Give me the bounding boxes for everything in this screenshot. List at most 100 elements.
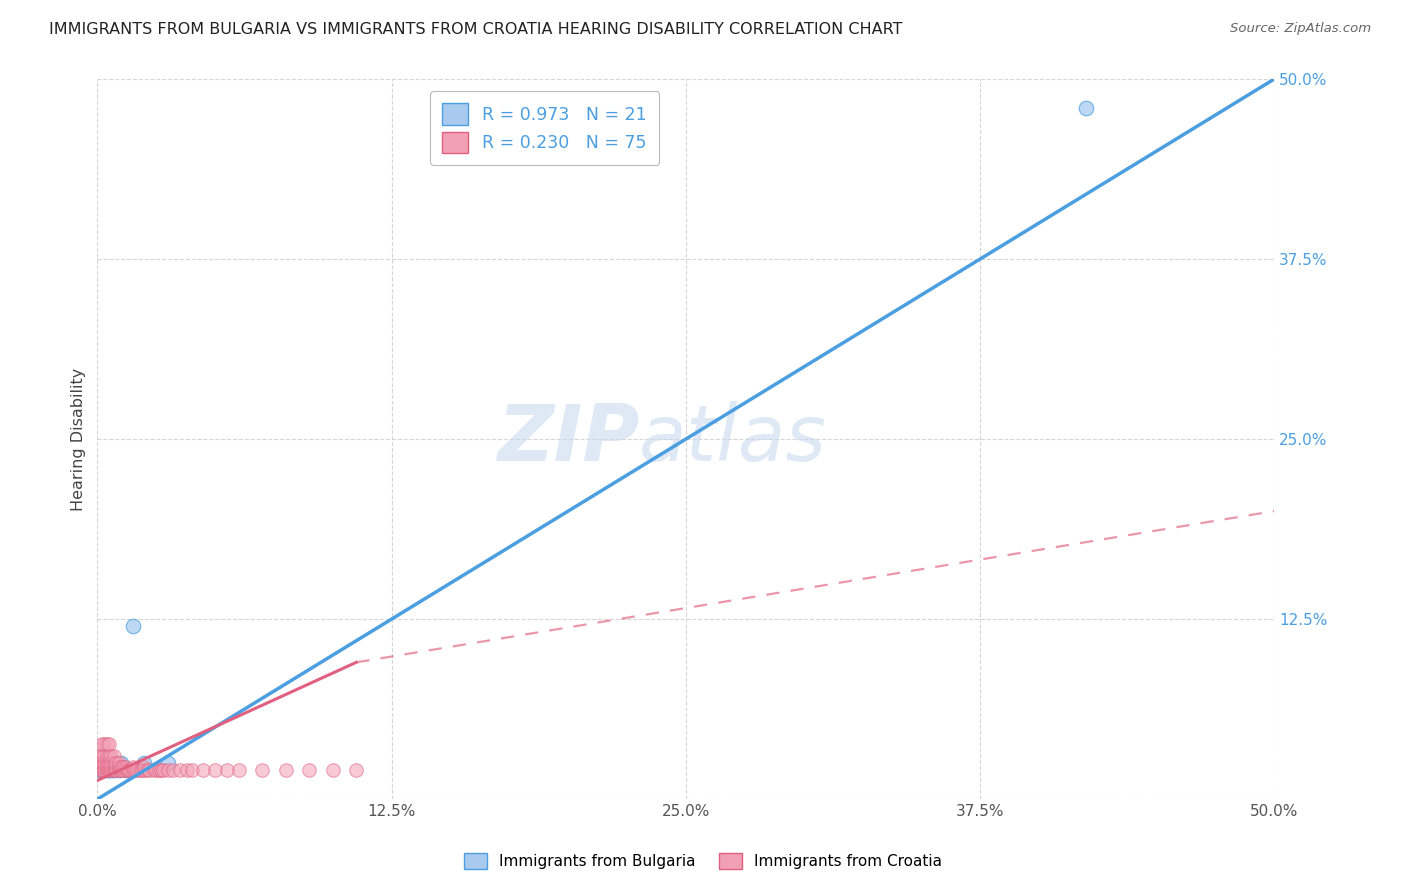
Point: [96, 756, 118, 771]
Text: ZIP: ZIP: [496, 401, 638, 477]
Point: [1074, 101, 1097, 115]
Point: [98, 764, 121, 778]
Text: Source: ZipAtlas.com: Source: ZipAtlas.com: [1230, 22, 1371, 36]
Point: [135, 764, 157, 778]
Point: [93, 764, 115, 778]
Point: [176, 764, 198, 778]
Point: [103, 760, 125, 774]
Point: [156, 764, 179, 778]
Point: [169, 764, 191, 778]
Text: atlas: atlas: [638, 401, 827, 477]
Point: [105, 760, 128, 774]
Point: [114, 760, 136, 774]
Point: [204, 764, 226, 778]
Point: [145, 764, 167, 778]
Point: [100, 764, 122, 778]
Point: [103, 764, 125, 778]
Point: [93, 760, 115, 774]
Point: [96, 756, 118, 771]
Point: [274, 764, 297, 778]
Point: [114, 764, 136, 778]
Point: [215, 764, 238, 778]
Y-axis label: Hearing Disability: Hearing Disability: [72, 368, 86, 511]
Point: [98, 764, 121, 778]
Point: [96, 764, 118, 778]
Point: [107, 764, 129, 778]
Point: [93, 756, 115, 771]
Legend: R = 0.973   N = 21, R = 0.230   N = 75: R = 0.973 N = 21, R = 0.230 N = 75: [430, 91, 659, 165]
Point: [134, 756, 156, 771]
Point: [134, 764, 156, 778]
Point: [98, 760, 121, 774]
Point: [105, 756, 128, 771]
Point: [93, 764, 115, 778]
Point: [93, 738, 115, 752]
Point: [128, 764, 150, 778]
Point: [121, 764, 143, 778]
Point: [103, 756, 125, 771]
Point: [89, 760, 111, 774]
Point: [105, 764, 128, 778]
Point: [149, 764, 172, 778]
Point: [110, 764, 132, 778]
Point: [121, 760, 143, 774]
Point: [105, 760, 128, 774]
Point: [89, 748, 111, 763]
Text: IMMIGRANTS FROM BULGARIA VS IMMIGRANTS FROM CROATIA HEARING DISABILITY CORRELATI: IMMIGRANTS FROM BULGARIA VS IMMIGRANTS F…: [49, 22, 903, 37]
Point: [344, 764, 367, 778]
Point: [124, 764, 146, 778]
Point: [91, 760, 114, 774]
Point: [96, 738, 118, 752]
Point: [89, 756, 111, 771]
Point: [112, 760, 135, 774]
Point: [250, 764, 273, 778]
Point: [131, 764, 153, 778]
Point: [96, 764, 118, 778]
Point: [134, 760, 156, 774]
Point: [91, 760, 114, 774]
Point: [96, 748, 118, 763]
Point: [91, 748, 114, 763]
Point: [193, 764, 215, 778]
Point: [107, 764, 129, 778]
Point: [162, 764, 184, 778]
Point: [93, 748, 115, 763]
Point: [107, 760, 129, 774]
Point: [103, 764, 125, 778]
Point: [110, 760, 132, 774]
Point: [93, 760, 115, 774]
Point: [100, 748, 122, 763]
Point: [98, 756, 121, 771]
Point: [110, 756, 132, 771]
Point: [91, 764, 114, 778]
Point: [91, 764, 114, 778]
Point: [127, 764, 149, 778]
Point: [228, 764, 250, 778]
Legend: Immigrants from Bulgaria, Immigrants from Croatia: Immigrants from Bulgaria, Immigrants fro…: [458, 847, 948, 875]
Point: [91, 738, 114, 752]
Point: [148, 764, 170, 778]
Point: [98, 738, 121, 752]
Point: [100, 764, 122, 778]
Point: [112, 764, 135, 778]
Point: [93, 756, 115, 771]
Point: [138, 764, 160, 778]
Point: [120, 764, 142, 778]
Point: [96, 760, 118, 774]
Point: [100, 756, 122, 771]
Point: [142, 764, 165, 778]
Point: [110, 760, 132, 774]
Point: [152, 764, 174, 778]
Point: [98, 760, 121, 774]
Point: [107, 756, 129, 771]
Point: [89, 764, 111, 778]
Point: [103, 748, 125, 763]
Point: [121, 619, 143, 633]
Point: [298, 764, 321, 778]
Point: [180, 764, 202, 778]
Point: [98, 748, 121, 763]
Point: [114, 764, 136, 778]
Point: [322, 764, 344, 778]
Point: [91, 756, 114, 771]
Point: [89, 764, 111, 778]
